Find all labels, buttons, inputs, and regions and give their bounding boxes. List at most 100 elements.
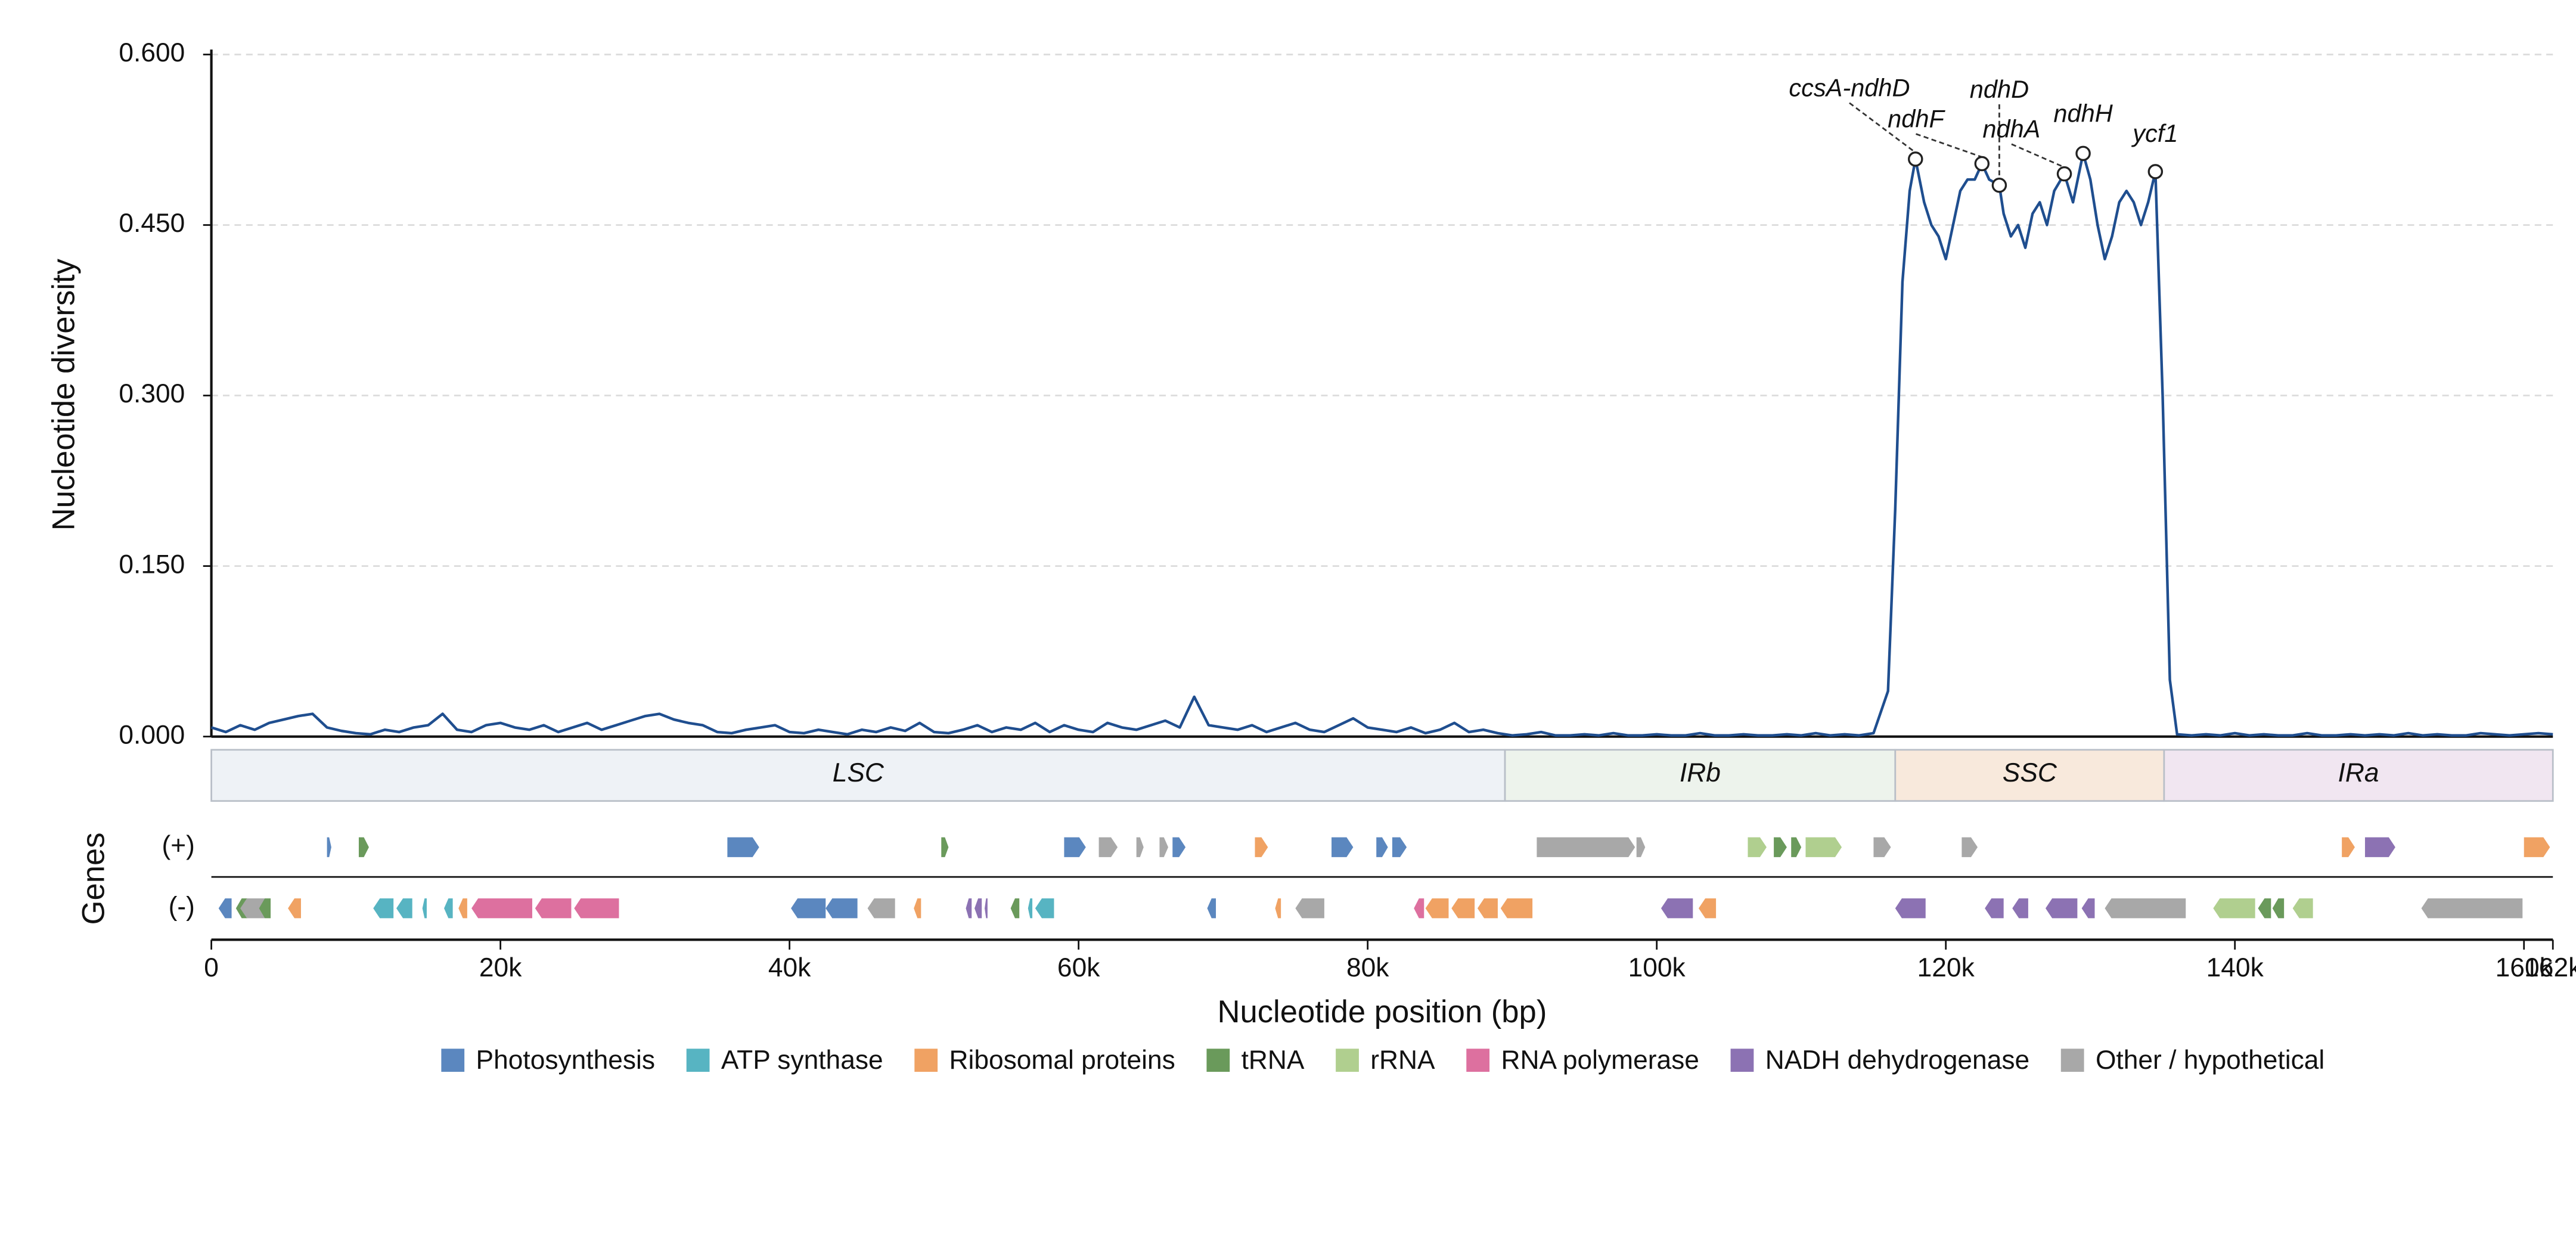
- peak-marker: [2075, 145, 2091, 162]
- annotation: ndhH: [2053, 100, 2113, 128]
- annotation: ndhA: [1982, 115, 2040, 143]
- legend-label: rRNA: [1370, 1046, 1435, 1075]
- gene: [1414, 898, 1424, 919]
- x-tick-label: 0: [204, 953, 219, 982]
- gene: [240, 898, 265, 919]
- gene: [2364, 837, 2395, 857]
- gene: [1332, 837, 1354, 857]
- gene: [1172, 837, 1186, 857]
- gene: [1207, 898, 1216, 919]
- gene: [825, 898, 858, 919]
- x-tick-label: 80k: [1346, 953, 1389, 982]
- region-label: SSC: [2003, 758, 2057, 787]
- annotation: ccsA-ndhD: [1789, 73, 1910, 101]
- gene: [2342, 837, 2355, 857]
- y-tick-label: 0.450: [119, 209, 185, 238]
- legend-swatch: [1730, 1049, 1754, 1072]
- gene: [1962, 837, 1978, 857]
- gene: [422, 898, 427, 919]
- y-tick-label: 0.600: [119, 38, 185, 67]
- gene: [974, 898, 982, 919]
- x-tick-label: 60k: [1057, 953, 1100, 982]
- gene: [574, 898, 619, 919]
- gene: [327, 837, 331, 857]
- gene: [1895, 898, 1926, 919]
- x-tick-label: 100k: [1628, 953, 1686, 982]
- legend-label: Photosynthesis: [476, 1046, 656, 1075]
- legend-swatch: [2060, 1049, 2084, 1072]
- legend-label: ATP synthase: [721, 1046, 883, 1075]
- gene: [941, 837, 949, 857]
- gene: [2081, 898, 2095, 919]
- gene: [396, 898, 412, 919]
- x-tick-label: 120k: [1917, 953, 1975, 982]
- gene: [1985, 898, 2004, 919]
- x-axis-label: Nucleotide position (bp): [1217, 994, 1547, 1029]
- gene: [2524, 837, 2550, 857]
- y-tick-label: 0.300: [119, 379, 185, 408]
- gene: [1500, 898, 1533, 919]
- annotation: ndhF: [1888, 104, 1945, 132]
- gene: [288, 898, 301, 919]
- gene: [2258, 898, 2271, 919]
- annotation: ycf1: [2131, 119, 2178, 147]
- gene: [2421, 898, 2523, 919]
- legend-swatch: [1336, 1049, 1359, 1072]
- diversity-line: [210, 152, 2553, 737]
- gene: [471, 898, 532, 919]
- region-label: LSC: [833, 758, 884, 787]
- gene: [1064, 837, 1086, 857]
- region: [2163, 749, 2554, 802]
- gene: [966, 898, 972, 919]
- legend-label: NADH dehydrogenase: [1765, 1046, 2029, 1075]
- region: [210, 749, 1506, 802]
- x-tick-label: 140k: [2206, 953, 2264, 982]
- gene: [1451, 898, 1475, 919]
- gene: [1661, 898, 1693, 919]
- legend-swatch: [686, 1049, 710, 1072]
- x-tick-label: 162k: [2524, 953, 2576, 982]
- gene: [2292, 898, 2313, 919]
- gene: [358, 837, 369, 857]
- region-label: IRb: [1680, 758, 1721, 787]
- gene: [1136, 837, 1144, 857]
- x-tick-label: 20k: [479, 953, 522, 982]
- gene: [1295, 898, 1324, 919]
- gene: [1805, 837, 1842, 857]
- gene: [1873, 837, 1891, 857]
- x-tick-label: 160k: [2496, 953, 2553, 982]
- peak-marker: [1991, 177, 2007, 193]
- legend-label: Other / hypothetical: [2096, 1046, 2324, 1075]
- x-tick-label: 40k: [768, 953, 811, 982]
- legend-swatch: [1206, 1049, 1230, 1072]
- y-tick-label: 0.150: [119, 550, 185, 579]
- gene: [1098, 837, 1118, 857]
- gene: [1537, 837, 1635, 857]
- gene: [2012, 898, 2028, 919]
- gene: [2105, 898, 2186, 919]
- region: [1894, 749, 2165, 802]
- peak-marker: [2056, 166, 2072, 182]
- gene: [2213, 898, 2255, 919]
- gene-axis-label: Genes: [76, 832, 111, 925]
- region-label: IRa: [2338, 758, 2379, 787]
- gene: [1425, 898, 1449, 919]
- legend-label: Ribosomal proteins: [949, 1046, 1175, 1075]
- gene: [1636, 837, 1646, 857]
- gene: [867, 898, 895, 919]
- legend-swatch: [441, 1049, 465, 1072]
- peak-marker: [2147, 164, 2164, 179]
- track-label: (-): [169, 892, 195, 921]
- legend-swatch: [1466, 1049, 1490, 1072]
- legend-label: tRNA: [1242, 1046, 1305, 1075]
- annotation: ndhD: [1970, 75, 2029, 103]
- legend-swatch: [914, 1049, 938, 1072]
- gene: [1255, 837, 1268, 857]
- gene: [985, 898, 988, 919]
- gene: [535, 898, 572, 919]
- peak-marker: [1974, 156, 1990, 172]
- gene: [1774, 837, 1787, 857]
- gene: [1791, 837, 1802, 857]
- gene: [1699, 898, 1717, 919]
